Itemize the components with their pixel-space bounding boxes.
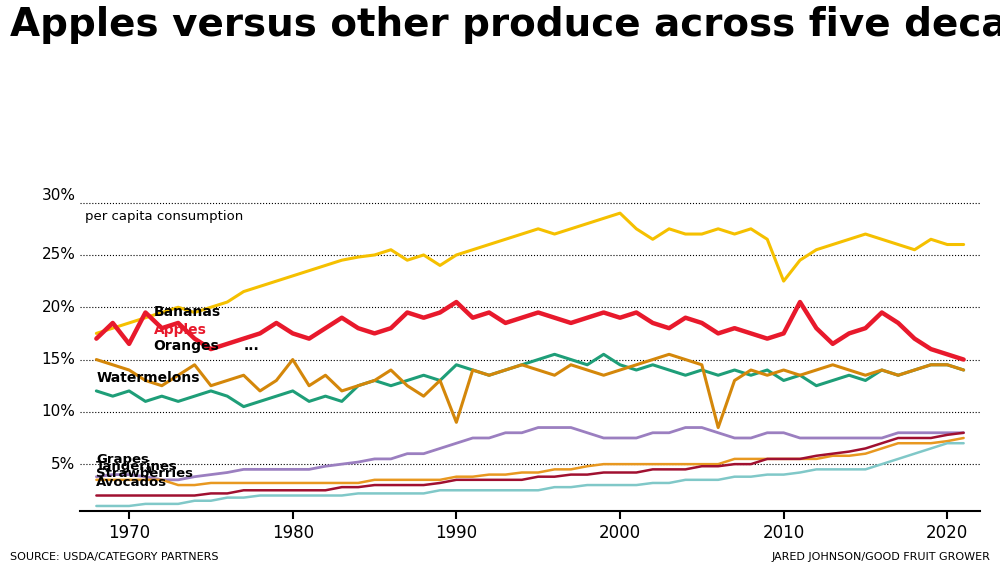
Text: per capita consumption: per capita consumption [85, 210, 243, 223]
Text: Avocados: Avocados [96, 476, 167, 489]
Text: 30%: 30% [42, 187, 76, 203]
Text: 20%: 20% [42, 300, 76, 315]
Text: Grapes: Grapes [96, 453, 149, 466]
Text: Apples: Apples [154, 323, 207, 337]
Text: Bananas: Bananas [154, 306, 221, 319]
Text: SOURCE: USDA/CATEGORY PARTNERS: SOURCE: USDA/CATEGORY PARTNERS [10, 552, 218, 562]
Text: 25%: 25% [42, 248, 76, 262]
Text: Apples versus other produce across five decades: Apples versus other produce across five … [10, 6, 1000, 44]
Text: ...: ... [244, 339, 259, 353]
Text: 5%: 5% [51, 457, 76, 471]
Text: 10%: 10% [42, 404, 76, 419]
Text: Tangerines: Tangerines [96, 460, 178, 473]
Text: Strawberries: Strawberries [96, 467, 193, 481]
Text: Watermelons: Watermelons [96, 371, 200, 385]
Text: Oranges: Oranges [154, 339, 219, 353]
Text: 15%: 15% [42, 352, 76, 367]
Text: JARED JOHNSON/GOOD FRUIT GROWER: JARED JOHNSON/GOOD FRUIT GROWER [771, 552, 990, 562]
